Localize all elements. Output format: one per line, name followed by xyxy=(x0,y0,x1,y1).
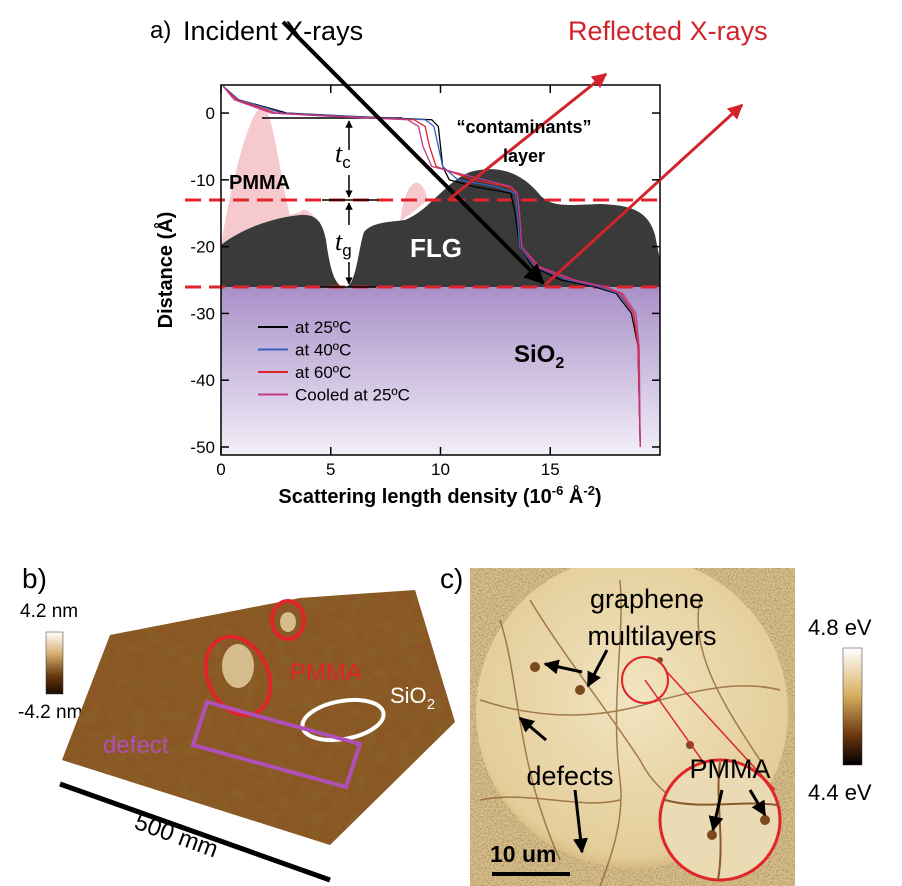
annotation: PMMA xyxy=(290,659,362,686)
x-axis-title: ) xyxy=(595,486,602,508)
colorbar xyxy=(843,648,862,765)
x-axis-title: Å xyxy=(563,484,583,508)
panel-a: a) Incident X-rays Reflected X-rays “con… xyxy=(150,16,768,508)
page: a) Incident X-rays Reflected X-rays “con… xyxy=(0,0,902,886)
x-axis-title: -6 xyxy=(552,483,564,498)
y-tick-label: -40 xyxy=(190,371,215,390)
annotation: c xyxy=(342,153,351,172)
colorbar-label: 4.2 nm xyxy=(20,601,78,622)
annotation: “contaminants” xyxy=(456,117,591,137)
panel-label: c) xyxy=(440,563,463,594)
x-tick-label: 5 xyxy=(326,460,335,479)
panel-b: b) 4.2 nm -4.2 nm 500 mm PMMA SiO2 defec… xyxy=(18,563,460,880)
afm-peak xyxy=(222,644,254,688)
spot xyxy=(575,685,585,695)
y-tick-label: 0 xyxy=(206,104,215,123)
x-tick-label: 10 xyxy=(431,460,450,479)
y-tick-label: -30 xyxy=(190,304,215,323)
x-axis-title: -2 xyxy=(583,483,595,498)
annotation: tg xyxy=(335,227,352,260)
reflected-arrow xyxy=(448,74,606,200)
y-tick-label: -50 xyxy=(190,438,215,457)
colorbar-label: 4.4 eV xyxy=(808,780,872,805)
y-tick-label: -10 xyxy=(190,171,215,190)
annotation: defects xyxy=(526,761,613,791)
legend-label: at 40ºC xyxy=(295,341,351,360)
panel-label: a) xyxy=(150,17,171,44)
annotation: PMMA xyxy=(229,172,290,194)
y-tick-label: -20 xyxy=(190,238,215,257)
annotation: SiO xyxy=(390,683,427,708)
spot xyxy=(530,662,540,672)
annotation: 2 xyxy=(555,355,564,372)
colorbar xyxy=(46,632,63,694)
legend-label: at 25ºC xyxy=(295,318,351,337)
annotation: Incident X-rays xyxy=(183,16,363,46)
colorbar-label: -4.2 nm xyxy=(18,702,82,723)
spot xyxy=(707,830,717,840)
annotation: PMMA xyxy=(690,754,771,784)
annotation: g xyxy=(342,241,351,260)
x-axis-title: Scattering length density (10 xyxy=(278,486,551,508)
x-tick-label: 15 xyxy=(541,460,560,479)
annotation: defect xyxy=(103,732,169,759)
colorbar-label: 4.8 eV xyxy=(808,615,872,640)
afm-peak xyxy=(280,612,296,632)
annotation: multilayers xyxy=(587,621,716,651)
annotation: 2 xyxy=(427,696,435,713)
panel-label: b) xyxy=(22,563,47,594)
panel-c: c) graphene multilayers defects PMMA 10 … xyxy=(440,556,872,886)
legend-label: at 60ºC xyxy=(295,363,351,382)
annotation: SiO xyxy=(514,341,555,368)
x-axis-title: Scattering length density (10-6 Å-2) xyxy=(278,483,601,508)
figure: a) Incident X-rays Reflected X-rays “con… xyxy=(0,0,902,886)
annotation: Reflected X-rays xyxy=(568,16,768,46)
scale-label: 10 um xyxy=(490,841,556,867)
legend-label: Cooled at 25ºC xyxy=(295,386,410,405)
annotation: graphene xyxy=(590,584,704,614)
spot xyxy=(760,815,770,825)
x-tick-label: 0 xyxy=(216,460,225,479)
scale-label: 500 mm xyxy=(131,808,222,863)
annotation: FLG xyxy=(410,233,462,263)
annotation: layer xyxy=(503,146,545,166)
y-axis-title: Distance (Å) xyxy=(153,212,177,329)
